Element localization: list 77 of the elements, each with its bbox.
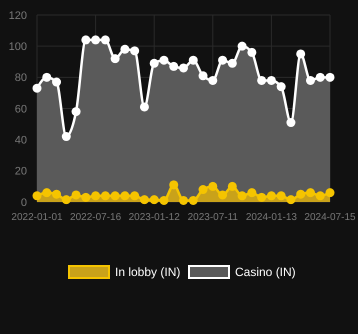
point [218, 190, 228, 200]
point [247, 48, 256, 57]
y-tick-label: 120 [8, 10, 27, 22]
point [266, 191, 276, 200]
point [32, 84, 42, 93]
point [316, 191, 325, 200]
point [110, 54, 120, 64]
point [130, 191, 140, 200]
point [42, 72, 52, 82]
x-tick-label: 2024-07-15 [304, 212, 356, 223]
point [130, 46, 140, 56]
point [198, 71, 208, 80]
point [72, 190, 81, 200]
point [81, 192, 90, 202]
point [52, 78, 62, 87]
legend-label: Casino (IN) [235, 265, 296, 280]
point [198, 185, 208, 194]
point [81, 35, 90, 44]
point [100, 191, 110, 200]
point [52, 190, 62, 199]
point [238, 191, 247, 200]
point [188, 56, 198, 65]
point [140, 195, 149, 204]
point [316, 72, 325, 82]
y-tick-label: 20 [14, 166, 27, 178]
x-tick-label: 2022-01-01 [11, 212, 64, 223]
y-tick-label: 40 [14, 134, 27, 147]
point [218, 56, 228, 65]
y-tick-label: 100 [8, 41, 27, 54]
point [120, 44, 130, 54]
x-tick-label: 2022-07-16 [70, 212, 122, 223]
point [32, 191, 42, 200]
point [159, 56, 168, 65]
point [276, 191, 286, 200]
point [169, 180, 178, 190]
y-tick-label: 0 [20, 196, 27, 209]
point [110, 191, 120, 200]
point [169, 62, 178, 71]
point [306, 76, 315, 85]
point [188, 196, 198, 205]
point [91, 191, 100, 200]
point [238, 42, 247, 51]
point [42, 188, 52, 198]
point [120, 191, 130, 200]
point [62, 132, 71, 142]
point [150, 195, 159, 204]
point [140, 102, 149, 112]
point [208, 76, 218, 85]
point [326, 72, 334, 82]
point [62, 195, 71, 204]
point [286, 118, 296, 128]
y-tick-label: 80 [14, 72, 27, 84]
point [296, 190, 306, 199]
point [266, 76, 276, 85]
point [286, 195, 296, 204]
point [257, 76, 266, 85]
point [100, 35, 110, 44]
point [228, 182, 237, 191]
point [91, 35, 100, 44]
x-tick-label: 2023-01-12 [128, 212, 180, 223]
x-tick-label: 2023-07-11 [188, 212, 238, 223]
x-tick-label: 2024-01-13 [246, 212, 298, 223]
point [296, 49, 306, 58]
point [208, 182, 218, 191]
point [247, 188, 256, 198]
point [228, 58, 237, 68]
point [159, 196, 168, 205]
y-tick-label: 60 [14, 103, 27, 116]
point [179, 196, 188, 205]
point [72, 107, 81, 116]
point [257, 192, 266, 202]
point [150, 58, 159, 68]
legend-label: In lobby (IN) [115, 265, 180, 280]
point [326, 188, 334, 198]
point [179, 63, 188, 72]
point [276, 82, 286, 92]
point [306, 188, 315, 198]
